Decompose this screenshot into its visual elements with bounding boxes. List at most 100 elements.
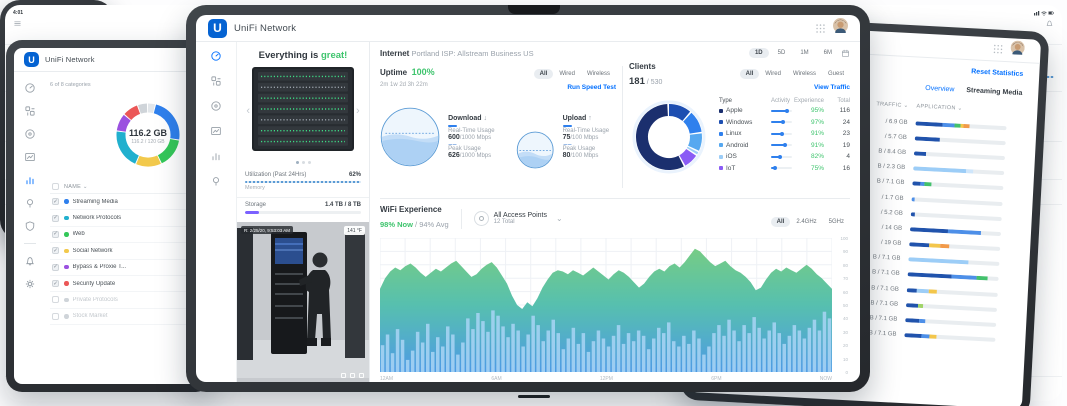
client-row-iot[interactable]: IoT 75% 16 [719, 165, 850, 172]
range-tab-6m[interactable]: 6M [823, 50, 832, 56]
sidebar-item-stats[interactable] [24, 174, 36, 186]
client-activity [771, 131, 792, 136]
client-activity [771, 143, 792, 147]
range-tab-5d[interactable]: 5D [777, 50, 786, 56]
camera-timestamp: R: 2/25/20, 9:53:03 AM [241, 226, 294, 234]
sidebar-item-dashboard[interactable] [24, 82, 36, 94]
row-checkbox[interactable]: ✓ [52, 280, 59, 288]
column-application[interactable]: APPLICATION ⌄ [916, 103, 963, 112]
bar-segment [909, 227, 949, 234]
internet-tab-wireless[interactable]: Wireless [586, 71, 610, 77]
avatar[interactable] [1010, 40, 1025, 60]
bar-segment [948, 229, 982, 235]
x-tick: 12PM [599, 376, 613, 382]
internet-tab-wired[interactable]: Wired [559, 71, 575, 77]
application-bar [910, 212, 1002, 221]
row-checkbox[interactable]: ✓ [52, 198, 59, 206]
select-all-checkbox[interactable] [52, 183, 59, 190]
wifi-avg: / 94% Avg [412, 220, 449, 229]
camera-controls[interactable] [341, 373, 364, 378]
run-speed-test-link[interactable]: Run Speed Test [567, 84, 616, 91]
bar-segment [965, 169, 974, 174]
calendar-icon[interactable] [841, 49, 850, 58]
column-experience[interactable]: Experience [793, 98, 824, 104]
sidebar-item-insights[interactable] [210, 125, 222, 137]
upload-realtime-value: 75 [562, 134, 571, 141]
sidebar-item-devices[interactable] [24, 105, 36, 117]
storage-bar [245, 211, 361, 214]
sidebar-item-dashboard[interactable] [210, 50, 222, 62]
column-type[interactable]: Type [719, 98, 733, 104]
carousel-next-icon[interactable]: › [356, 105, 360, 117]
row-checkbox[interactable]: ✓ [52, 230, 59, 238]
notifications-bell-icon[interactable] [1045, 19, 1054, 28]
carousel-dots[interactable] [237, 161, 369, 164]
carousel-prev-icon[interactable]: ‹ [246, 105, 250, 117]
avatar[interactable] [833, 18, 848, 38]
camera-feed[interactable]: R: 2/25/20, 9:53:03 AM 141 °F [237, 222, 369, 382]
sidebar-item-pin[interactable] [24, 197, 36, 209]
upload-gauge [516, 131, 554, 169]
range-tab-1d[interactable]: 1D [748, 48, 769, 58]
category-dot [64, 215, 69, 221]
row-checkbox[interactable]: ✓ [52, 214, 59, 222]
y-tick: 30 [842, 329, 848, 335]
signal-wifi-battery-icons [1034, 10, 1054, 16]
y-tick: 70 [842, 276, 848, 282]
column-name[interactable]: NAME ⌄ [64, 183, 88, 190]
row-checkbox[interactable] [52, 312, 59, 320]
column-total[interactable]: Total [837, 98, 850, 104]
column-activity[interactable]: Activity [771, 98, 791, 104]
wifi-tab-all[interactable]: All [770, 216, 791, 227]
client-row-linux[interactable]: Linux 91% 23 [719, 130, 850, 137]
client-type-dot [719, 120, 723, 124]
hamburger-menu-icon[interactable] [13, 19, 22, 28]
client-row-ios[interactable]: iOS 82% 4 [719, 153, 850, 160]
sidebar-item-bell[interactable] [24, 255, 36, 267]
application-bar [909, 227, 1002, 236]
client-total: 4 [846, 153, 850, 160]
application-bar [905, 318, 997, 327]
sidebar-item-shield[interactable] [24, 220, 36, 232]
apps-grid-icon[interactable] [815, 23, 826, 34]
client-experience: 95% [810, 107, 824, 114]
bar-segment [942, 122, 955, 128]
download-realtime-value: 600 [448, 134, 460, 141]
sidebar-item-insights[interactable] [24, 151, 36, 163]
clients-tab-all[interactable]: All [739, 69, 760, 79]
client-row-apple[interactable]: Apple 95% 116 [719, 107, 850, 114]
range-tab-1m[interactable]: 1M [800, 50, 809, 56]
row-checkbox[interactable] [52, 296, 59, 304]
access-point-selector[interactable]: All Access Points 12 Total ⌄ [473, 211, 563, 226]
view-traffic-link[interactable]: View Traffic [813, 84, 850, 91]
wifi-tab-24ghz[interactable]: 2.4GHz [796, 218, 817, 225]
uptime-value: 100% [411, 67, 435, 77]
sidebar-item-clients[interactable] [210, 100, 222, 112]
sidebar-item-clients[interactable] [24, 128, 36, 140]
sidebar-item-gear[interactable] [24, 278, 36, 290]
clients-tab-guest[interactable]: Guest [827, 71, 844, 77]
row-checkbox[interactable]: ✓ [52, 247, 59, 255]
category-dot [64, 297, 69, 303]
donut-segment-web [157, 138, 179, 164]
wifi-tab-5ghz[interactable]: 5GHz [828, 218, 844, 225]
internet-tab-all[interactable]: All [533, 69, 554, 79]
apps-grid-icon[interactable] [992, 43, 1004, 55]
home-indicator[interactable] [517, 395, 550, 398]
tab-overview[interactable]: Overview [925, 84, 955, 94]
internet-subtitle: Portland ISP: Allstream Business US [411, 48, 534, 58]
clients-tab-wired[interactable]: Wired [765, 71, 781, 77]
client-row-android[interactable]: Android 91% 19 [719, 142, 850, 149]
tab-streaming-media[interactable]: Streaming Media [966, 87, 1023, 97]
clients-tab-wireless[interactable]: Wireless [792, 71, 816, 77]
sidebar-item-devices[interactable] [210, 75, 222, 87]
row-checkbox[interactable]: ✓ [52, 263, 59, 271]
bar-segment [911, 196, 915, 201]
sidebar-item-pin[interactable] [210, 175, 222, 187]
application-bar [913, 166, 1005, 176]
reset-statistics-link[interactable]: Reset Statistics [971, 68, 1024, 78]
realtime-swatch [562, 125, 572, 127]
client-row-windows[interactable]: Windows 97% 24 [719, 119, 850, 126]
sidebar-item-stats[interactable] [210, 150, 222, 162]
client-type-label: IoT [726, 164, 736, 172]
